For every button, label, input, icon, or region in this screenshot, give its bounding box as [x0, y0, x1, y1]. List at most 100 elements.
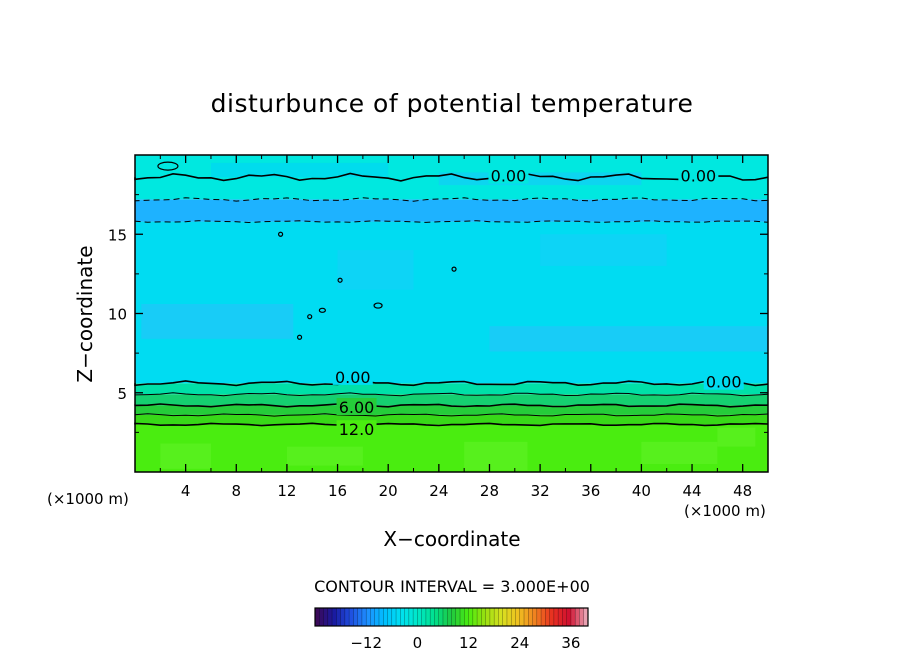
colorbar-cell — [566, 608, 572, 626]
colorbar-cell — [447, 608, 452, 626]
contour-band-3 — [135, 394, 768, 406]
colorbar-cell — [485, 608, 491, 626]
contour-label-bg-5 — [336, 420, 377, 438]
x-tick-label-9: 40 — [632, 482, 651, 500]
colorbar-cell — [323, 608, 329, 626]
colorbar-cell — [400, 608, 405, 626]
contour-band-2 — [135, 405, 768, 415]
x-tick-label-0: 4 — [181, 482, 191, 500]
plot-area: 0.00 0.00 0.00 0.00 6.00 12.0 — [134, 154, 769, 473]
colorbar-cell — [502, 608, 508, 626]
colorbar-cell — [421, 608, 427, 626]
colorbar-cell — [387, 608, 393, 626]
contour-line-7 — [134, 172, 769, 182]
colorbar-cell — [558, 608, 563, 626]
colorbar-cell — [417, 608, 422, 626]
x-tick-label-5: 24 — [429, 482, 448, 500]
colorbar-cell — [472, 608, 478, 626]
colorbar-cell — [477, 608, 482, 626]
colorbar-cell — [366, 608, 371, 626]
colorbar-tick-label-1: 0 — [413, 634, 423, 652]
band-texture-1 — [489, 326, 768, 352]
contour-label-4: 6.00 — [339, 398, 375, 417]
colorbar-cell — [575, 608, 580, 626]
colorbar-cell — [353, 608, 358, 626]
contour-interval-text: CONTOUR INTERVAL = 3.000E+00 — [314, 577, 590, 596]
colorbar-cell — [528, 608, 533, 626]
colorbar-cell — [549, 608, 555, 626]
colorbar-cell — [413, 608, 418, 626]
colorbar-cell — [583, 608, 589, 626]
x-tick-label-11: 48 — [733, 482, 752, 500]
contour-label-2: 0.00 — [335, 368, 371, 387]
band-texture-7 — [286, 446, 363, 466]
colorbar-cell — [357, 608, 363, 626]
colorbar-cell — [519, 608, 525, 626]
colorbar-cell — [408, 608, 414, 626]
colorbar-tick-label-0: −12 — [350, 634, 382, 652]
colorbar-tick-label-2: 12 — [459, 634, 478, 652]
band-texture-3 — [540, 234, 667, 266]
y-tick-label-0: 5 — [117, 385, 127, 403]
colorbar-cell — [344, 608, 350, 626]
x-tick-label-8: 36 — [581, 482, 600, 500]
colorbar-cell — [532, 608, 538, 626]
colorbar-cell — [438, 608, 444, 626]
closed-contour-0 — [157, 161, 179, 171]
colorbar-cell — [340, 608, 346, 626]
colorbar-cell — [460, 608, 465, 626]
x-tick-label-1: 8 — [232, 482, 242, 500]
colorbar-cell — [349, 608, 354, 626]
colorbar-cell — [315, 608, 320, 626]
colorbar-cell — [319, 608, 324, 626]
colorbar-cell — [489, 608, 495, 626]
colorbar-cell — [545, 608, 550, 626]
x-tick-label-2: 12 — [277, 482, 296, 500]
colorbar-cell — [391, 608, 397, 626]
x-tick-label-6: 28 — [480, 482, 499, 500]
colorbar-cell — [332, 608, 337, 626]
contour-label-0: 0.00 — [491, 167, 527, 186]
colorbar-cell — [506, 608, 512, 626]
colorbar-cell — [425, 608, 431, 626]
band-texture-9 — [641, 441, 718, 465]
closed-contour-7 — [277, 231, 284, 237]
x-tick-label-7: 32 — [531, 482, 550, 500]
contour-band-4 — [135, 383, 768, 395]
colorbar-cell — [481, 608, 486, 626]
contour-label-5: 12.0 — [339, 420, 375, 439]
colorbar-cell — [536, 608, 542, 626]
contour-label-1: 0.00 — [681, 167, 717, 186]
y-tick-label-1: 10 — [108, 306, 127, 324]
colorbar-cell — [434, 608, 440, 626]
band-texture-4 — [210, 162, 389, 178]
colorbar-cell — [515, 608, 521, 626]
y-tick-label-2: 15 — [108, 226, 127, 244]
contour-label-bg-0 — [488, 166, 529, 184]
contour-band-6 — [135, 199, 768, 222]
contour-band-1 — [135, 414, 768, 425]
chart-title: disturbunce of potential temperature — [211, 89, 694, 118]
colorbar-cell — [455, 608, 461, 626]
closed-contour-2 — [373, 302, 383, 309]
contour-line-0 — [134, 380, 769, 387]
contour-label-bg-3 — [703, 372, 744, 390]
x-tick-label-3: 16 — [328, 482, 347, 500]
closed-contour-6 — [318, 307, 326, 313]
colorbar-cell — [430, 608, 435, 626]
colorbar-cell — [524, 608, 529, 626]
y-axis-label: Z−coordinate — [73, 245, 97, 382]
x-tick-label-4: 20 — [379, 482, 398, 500]
band-texture-2 — [337, 250, 414, 290]
colorbar-cell — [442, 608, 448, 626]
colorbar-cell — [553, 608, 559, 626]
x-unit-left: (×1000 m) — [47, 490, 129, 508]
contour-label-bg-4 — [336, 398, 377, 416]
colorbar-cell — [327, 608, 333, 626]
colorbar-cell — [494, 608, 499, 626]
x-unit-right: (×1000 m) — [684, 502, 766, 520]
colorbar-cell — [361, 608, 367, 626]
colorbar-cell — [562, 608, 567, 626]
colorbar-frame — [314, 607, 589, 627]
